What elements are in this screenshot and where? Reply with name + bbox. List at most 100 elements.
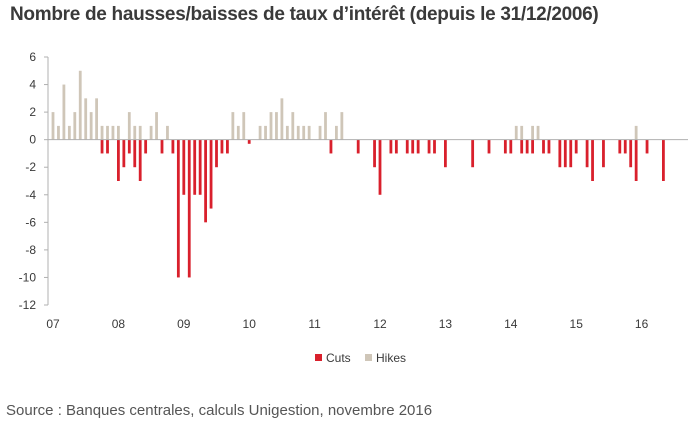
hike-bar bbox=[67, 125, 71, 140]
cut-bar bbox=[138, 139, 142, 181]
cut-bar bbox=[356, 139, 360, 154]
hike-bar bbox=[634, 125, 638, 140]
legend-swatch-hikes bbox=[365, 354, 372, 361]
cut-bar bbox=[618, 139, 622, 154]
hike-bar bbox=[335, 125, 338, 140]
x-tick-label: 15 bbox=[570, 317, 584, 331]
source-note: Source : Banques centrales, calculs Unig… bbox=[6, 402, 433, 419]
hike-bar bbox=[514, 125, 518, 140]
hike-bar bbox=[296, 125, 300, 140]
cut-bar bbox=[220, 139, 224, 154]
y-tick-label: -2 bbox=[25, 160, 36, 174]
x-tick-label: 12 bbox=[373, 317, 387, 331]
cut-bar bbox=[160, 139, 164, 154]
cut-bar bbox=[122, 139, 126, 168]
cut-bar bbox=[634, 139, 638, 181]
bars bbox=[51, 70, 665, 278]
hike-bar bbox=[138, 125, 142, 140]
cut-bar bbox=[563, 139, 567, 168]
cut-bar bbox=[133, 139, 137, 168]
cut-bar bbox=[198, 139, 202, 195]
hike-bar bbox=[324, 112, 327, 140]
hike-bar bbox=[166, 125, 169, 140]
cut-bar bbox=[662, 139, 665, 181]
y-tick-label: -4 bbox=[25, 188, 36, 202]
cut-bar bbox=[520, 139, 524, 154]
hike-bar bbox=[51, 112, 55, 140]
cut-bar bbox=[247, 139, 251, 144]
cut-bar bbox=[503, 139, 507, 154]
hike-bar bbox=[100, 125, 104, 140]
cut-bar bbox=[187, 139, 191, 278]
legend-label-cuts: Cuts bbox=[326, 351, 351, 365]
cut-bar bbox=[531, 139, 534, 154]
cut-bar bbox=[629, 139, 633, 168]
cut-bar bbox=[509, 139, 513, 154]
cut-bar bbox=[411, 139, 415, 154]
x-axis-ticks: 07 08 09 10 11 12 13 14 15 16 bbox=[46, 317, 648, 331]
hike-bar bbox=[269, 112, 273, 140]
cut-bar bbox=[394, 139, 398, 154]
cut-bar bbox=[645, 139, 649, 154]
y-tick-label: -8 bbox=[25, 243, 36, 257]
hike-bar bbox=[318, 125, 322, 140]
hike-bar bbox=[291, 112, 295, 140]
cut-bar bbox=[602, 139, 605, 168]
cut-bar bbox=[193, 139, 197, 195]
cut-bar bbox=[558, 139, 562, 168]
hike-bar bbox=[242, 112, 246, 140]
hike-bar bbox=[285, 125, 289, 140]
y-tick-label: 6 bbox=[29, 50, 36, 64]
cut-bar bbox=[471, 139, 475, 168]
hike-bar bbox=[89, 112, 93, 140]
hike-bar bbox=[531, 125, 534, 140]
y-tick-label: -12 bbox=[19, 298, 37, 312]
hike-bar bbox=[536, 125, 540, 140]
cut-bar bbox=[569, 139, 573, 168]
y-tick-label: 0 bbox=[29, 133, 36, 147]
cut-bar bbox=[171, 139, 175, 154]
hike-bar bbox=[302, 125, 306, 140]
x-tick-label: 14 bbox=[504, 317, 518, 331]
hike-bar bbox=[155, 112, 158, 140]
hike-bar bbox=[520, 125, 524, 140]
hike-bar bbox=[231, 112, 235, 140]
y-axis-ticks: 6 4 2 0 -2 -4 -6 -8 -10 -12 bbox=[19, 50, 48, 312]
legend: Cuts Hikes bbox=[315, 351, 406, 365]
cut-bar bbox=[117, 139, 120, 181]
y-tick-label: -6 bbox=[25, 215, 36, 229]
legend-swatch-cuts bbox=[315, 354, 322, 361]
cut-bar bbox=[209, 139, 213, 209]
hike-bar bbox=[133, 125, 137, 140]
cut-bar bbox=[427, 139, 431, 154]
hike-bar bbox=[73, 112, 77, 140]
hike-bar bbox=[95, 98, 98, 140]
cut-bar bbox=[215, 139, 218, 168]
hike-bar bbox=[127, 112, 131, 140]
cut-bar bbox=[585, 139, 589, 168]
cut-bar bbox=[373, 139, 376, 168]
cut-bar bbox=[204, 139, 207, 223]
cut-bar bbox=[591, 139, 594, 181]
cut-bar bbox=[525, 139, 529, 154]
cut-bar bbox=[176, 139, 180, 278]
hike-bar bbox=[84, 98, 88, 140]
cut-bar bbox=[542, 139, 545, 154]
hike-bar bbox=[62, 84, 66, 140]
cut-bar bbox=[329, 139, 333, 154]
hike-bar bbox=[275, 112, 278, 140]
cut-bar bbox=[100, 139, 104, 154]
hike-bar bbox=[57, 125, 60, 140]
cut-bar bbox=[416, 139, 420, 154]
cut-bar bbox=[487, 139, 491, 154]
cut-bar bbox=[106, 139, 109, 154]
cut-bar bbox=[378, 139, 382, 195]
cut-bar bbox=[389, 139, 393, 154]
cut-bar bbox=[574, 139, 578, 154]
cut-bar bbox=[444, 139, 447, 168]
cut-bar bbox=[623, 139, 627, 154]
y-tick-label: -10 bbox=[19, 270, 37, 284]
cut-bar bbox=[127, 139, 131, 154]
hike-bar bbox=[117, 125, 120, 140]
